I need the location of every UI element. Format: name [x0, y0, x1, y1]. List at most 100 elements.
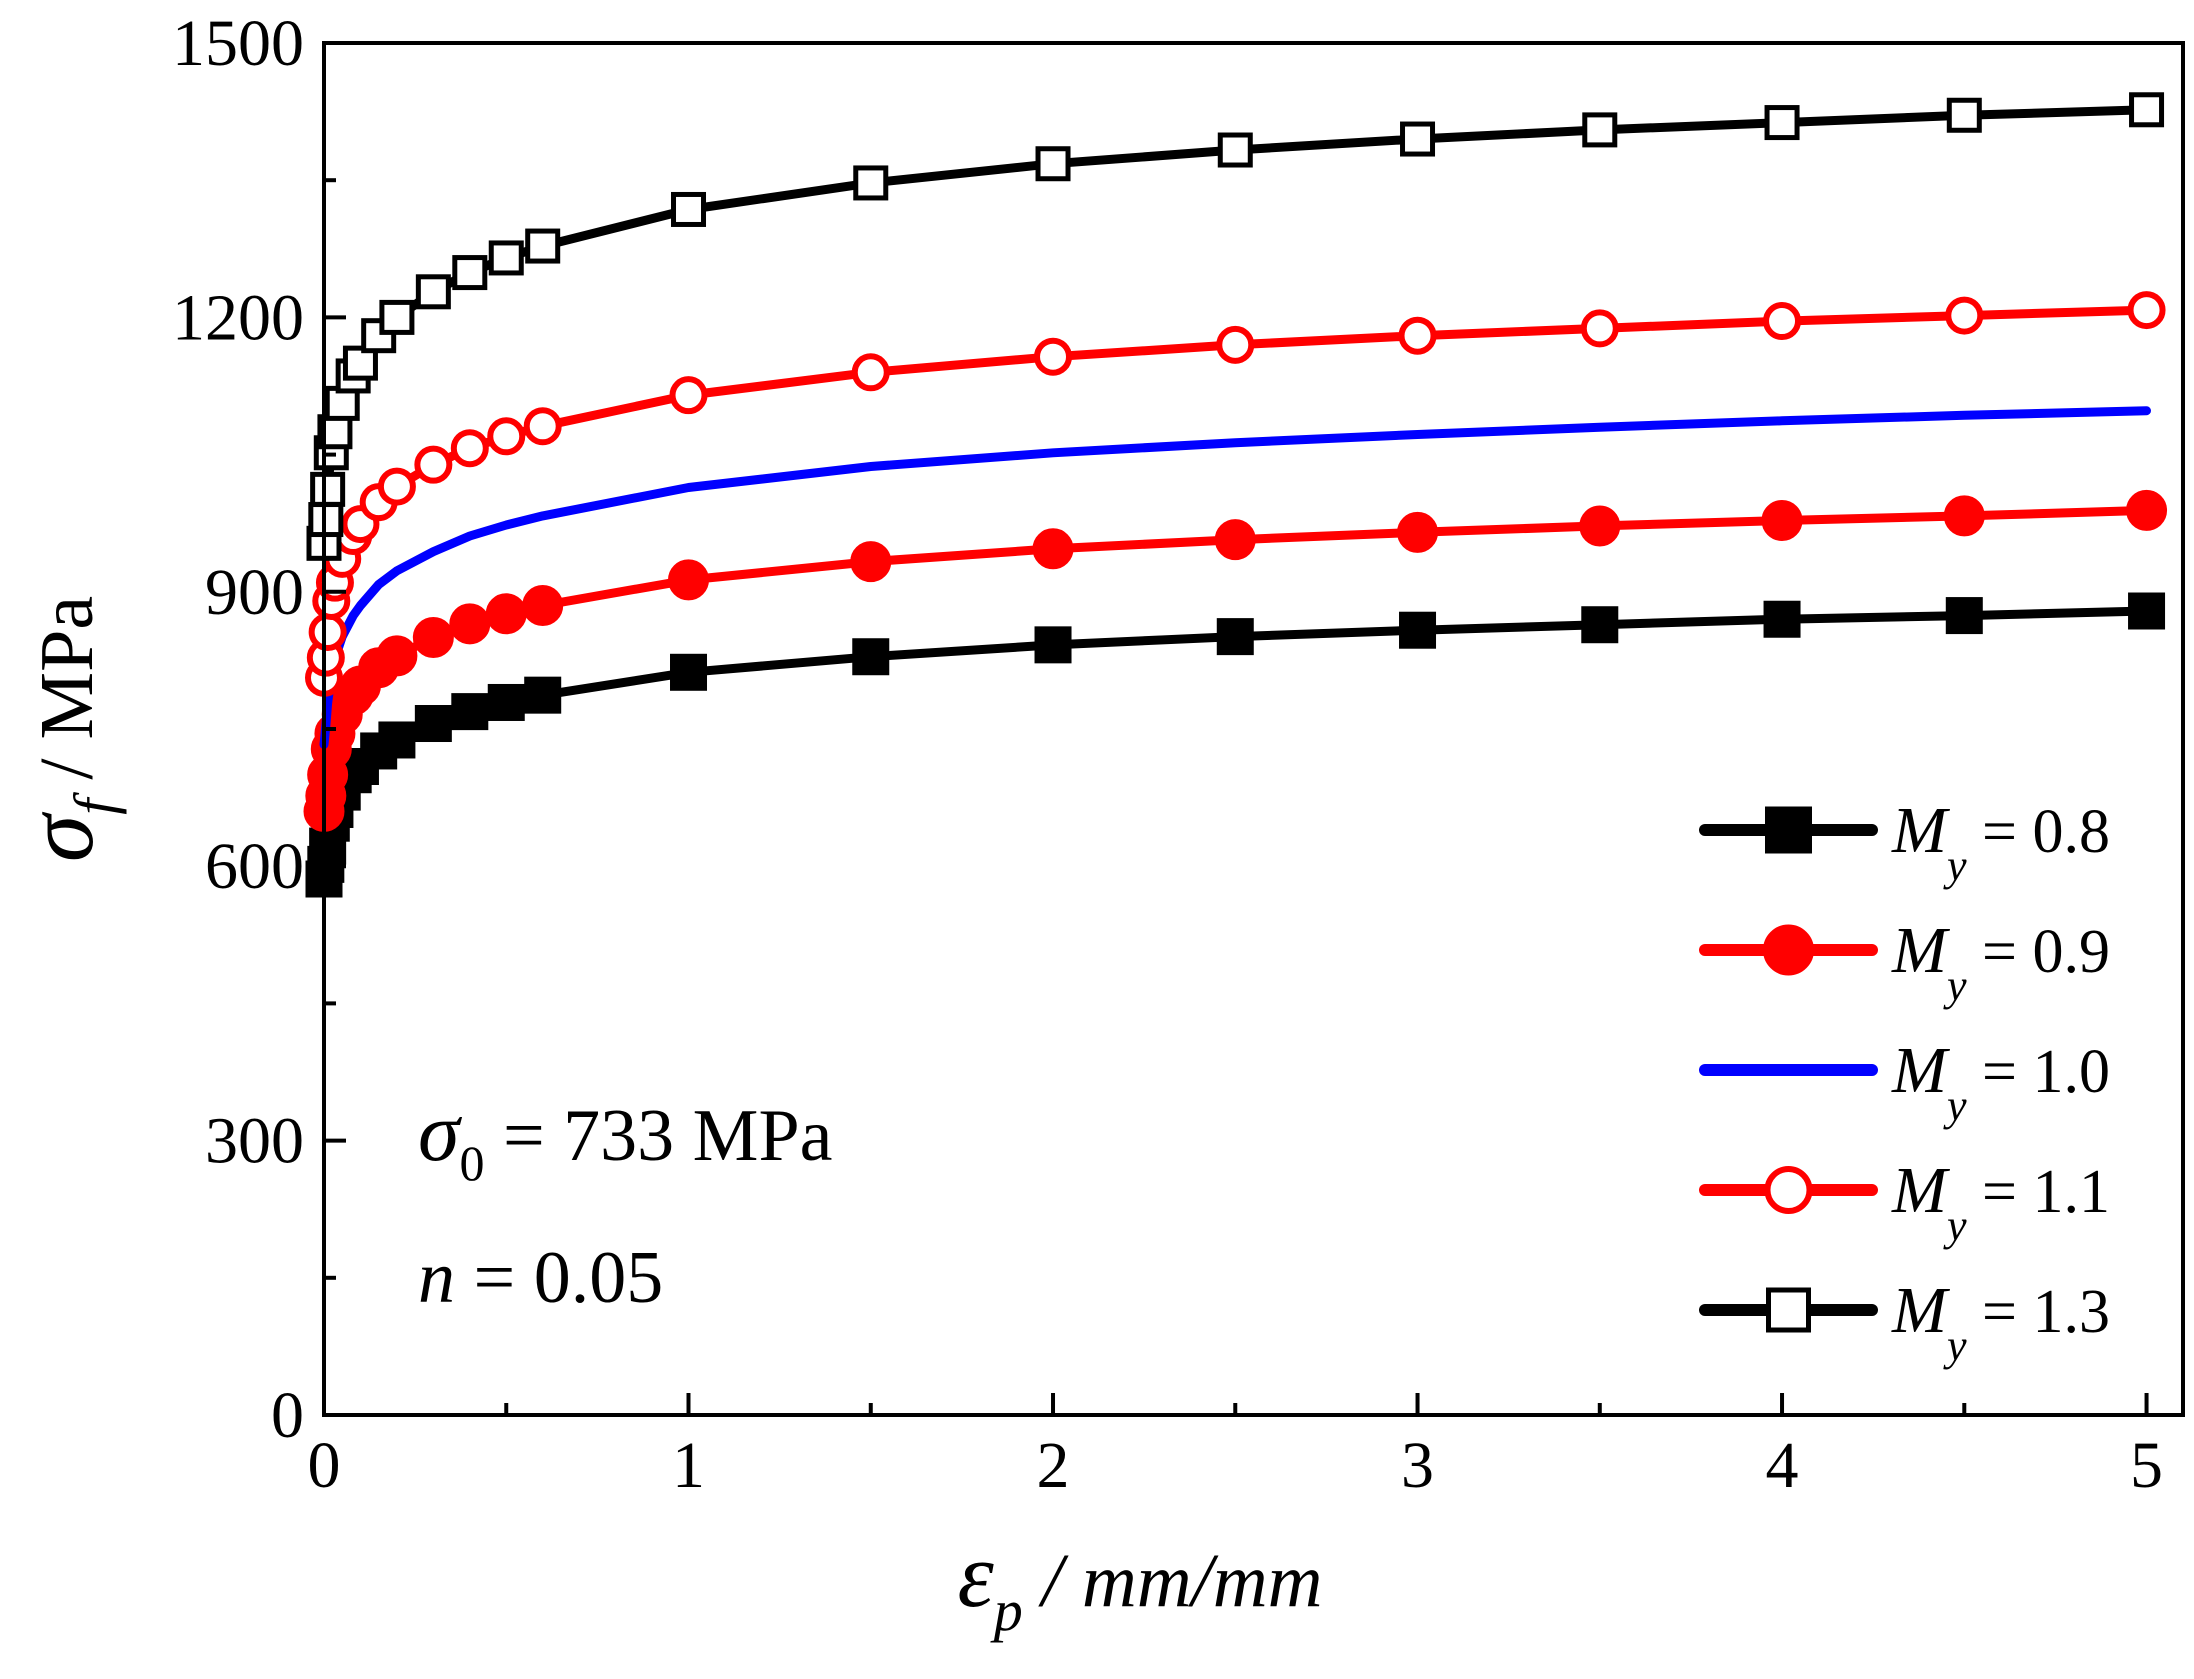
data-point — [1400, 121, 1436, 157]
legend-symbol: M — [1891, 794, 1951, 867]
data-point — [1032, 528, 1074, 570]
data-point — [1761, 499, 1803, 541]
data-point — [308, 613, 347, 652]
legend-marker — [1766, 1287, 1811, 1333]
data-point — [310, 471, 346, 507]
data-point — [522, 585, 564, 627]
y-axis-unit: / MPa — [25, 596, 109, 799]
ticks-layer: 0 1 2 3 4 5 0 300 600 900 1200 1500 — [172, 7, 2163, 1502]
x-tick-label: 1 — [672, 1429, 705, 1502]
annotation-n-text: = 0.05 — [455, 1237, 663, 1319]
data-point — [1946, 97, 1982, 133]
legend-subscript: y — [1943, 1081, 1967, 1130]
legend-symbol: M — [1891, 1274, 1951, 1347]
data-point — [412, 617, 454, 659]
data-point — [525, 228, 561, 264]
legend-marker — [1765, 806, 1812, 854]
data-point — [2129, 92, 2165, 128]
series-layer — [303, 92, 2168, 898]
legend-marker — [1763, 924, 1814, 976]
data-point — [1397, 511, 1439, 553]
data-point — [377, 467, 416, 506]
annotation-sigma0-subscript: 0 — [459, 1135, 484, 1191]
legend-subscript: y — [1943, 961, 1967, 1010]
legend-label: My = 0.8 — [1891, 794, 2110, 890]
legend-label: My = 1.1 — [1891, 1154, 2110, 1250]
x-axis-subscript: p — [990, 1578, 1023, 1643]
data-point — [852, 638, 890, 676]
series-3 — [305, 291, 2166, 697]
data-point — [670, 653, 708, 691]
annotation-sigma0: σ0 = 733 MPa — [418, 1086, 832, 1191]
data-point — [2127, 291, 2166, 330]
data-point — [523, 407, 562, 446]
y-axis-symbol: σ — [6, 811, 113, 862]
x-tick-label: 5 — [2130, 1429, 2163, 1502]
data-point — [1214, 519, 1256, 561]
annotation-sigma0-symbol: σ — [418, 1086, 463, 1179]
data-point — [671, 191, 707, 227]
legend-value: = 0.8 — [1967, 798, 2110, 866]
x-axis-symbol: ε — [957, 1524, 994, 1626]
data-point — [1216, 325, 1255, 364]
data-point — [2128, 592, 2166, 630]
data-point — [853, 165, 889, 201]
x-tick-label: 4 — [1766, 1429, 1799, 1502]
y-tick-label: 900 — [205, 556, 304, 629]
legend-marker — [1764, 1166, 1813, 1214]
data-point — [850, 541, 892, 583]
x-axis-unit: / mm/mm — [1023, 1539, 1323, 1623]
legend-value: = 1.3 — [1967, 1278, 2110, 1346]
data-point — [376, 635, 418, 677]
data-point — [414, 705, 452, 743]
annotation-n-symbol: n — [418, 1237, 455, 1319]
legend-label: My = 1.3 — [1891, 1274, 2110, 1370]
data-point — [1579, 505, 1621, 547]
data-point — [379, 299, 415, 335]
x-axis-title: εp / mm/mm — [957, 1524, 1322, 1643]
x-tick-label: 0 — [308, 1429, 341, 1502]
data-point — [451, 693, 489, 731]
data-point — [378, 721, 416, 759]
y-tick-label: 600 — [205, 830, 304, 903]
data-point — [1216, 618, 1254, 656]
data-point — [1763, 302, 1802, 341]
data-point — [415, 274, 451, 310]
data-point — [1581, 606, 1619, 644]
legend: My = 0.8My = 0.9My = 1.0My = 1.1My = 1.3 — [1699, 794, 2110, 1370]
legend-subscript: y — [1943, 841, 1967, 890]
data-point — [1764, 105, 1800, 141]
data-point — [1582, 112, 1618, 148]
legend-value: = 1.1 — [1967, 1158, 2110, 1226]
y-tick-label: 300 — [205, 1105, 304, 1178]
data-point — [487, 683, 525, 721]
series-1 — [303, 489, 2168, 832]
data-point — [488, 240, 524, 276]
data-point — [1945, 597, 1983, 635]
y-axis-title: σf / MPa — [6, 596, 127, 862]
data-point — [1945, 296, 1984, 335]
data-point — [450, 429, 489, 468]
y-tick-label: 0 — [271, 1379, 304, 1452]
y-tick-label: 1500 — [172, 7, 304, 80]
annotation-n: n = 0.05 — [418, 1237, 663, 1319]
legend-entry: My = 1.1 — [1699, 1154, 2110, 1250]
data-point — [669, 376, 708, 415]
data-point — [1034, 626, 1072, 664]
legend-value: = 0.9 — [1967, 918, 2110, 986]
legend-symbol: M — [1891, 1034, 1951, 1107]
legend-symbol: M — [1891, 1154, 1951, 1227]
legend-subscript: y — [1943, 1321, 1967, 1370]
legend-symbol: M — [1891, 914, 1951, 987]
data-point — [1035, 146, 1071, 182]
x-tick-label: 3 — [1401, 1429, 1434, 1502]
x-tick-label: 2 — [1037, 1429, 1070, 1502]
data-point — [524, 676, 562, 714]
data-point — [1399, 611, 1437, 649]
legend-value: = 1.0 — [1967, 1038, 2110, 1106]
data-point — [1943, 495, 1985, 537]
annotation-sigma0-text: = 733 MPa — [484, 1095, 832, 1177]
data-point — [449, 603, 491, 645]
legend-label: My = 1.0 — [1891, 1034, 2110, 1130]
